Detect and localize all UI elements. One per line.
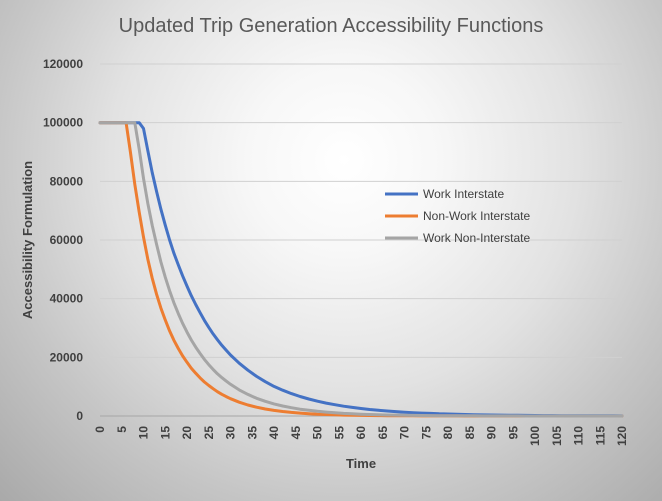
y-tick-label: 80000 <box>50 174 84 188</box>
series-line-2 <box>98 121 624 418</box>
y-axis-ticks: 0 20000 40000 60000 80000 100000 120000 <box>43 57 83 423</box>
x-axis-ticks: 0 5 10 15 20 25 30 35 40 45 50 55 60 65 70 75 80 85 90 95 10… <box>93 426 629 446</box>
x-tick-label: 10 <box>137 426 151 440</box>
x-tick-label: 105 <box>550 426 564 446</box>
x-tick-label: 75 <box>419 426 433 440</box>
x-tick-label: 80 <box>441 426 455 440</box>
series-line-1 <box>98 121 624 418</box>
chart-title: Updated Trip Generation Accessibility Fu… <box>119 15 544 37</box>
x-tick-label: 115 <box>593 426 607 446</box>
y-axis-label: Accessibility Formulation <box>20 161 35 319</box>
x-tick-label: 50 <box>311 426 325 440</box>
y-tick-label: 20000 <box>50 350 84 364</box>
x-tick-label: 25 <box>202 426 216 440</box>
y-tick-label: 60000 <box>50 233 84 247</box>
x-tick-label: 110 <box>572 426 586 446</box>
x-tick-label: 35 <box>245 426 259 440</box>
x-tick-label: 20 <box>180 426 194 440</box>
series-lines <box>98 121 624 418</box>
legend-label: Work Interstate <box>423 187 504 201</box>
legend: Work Interstate Non-Work Interstate Work N… <box>385 187 530 245</box>
x-tick-label: 65 <box>376 426 390 440</box>
x-tick-label: 30 <box>224 426 238 440</box>
series-line-3 <box>98 121 624 418</box>
x-tick-label: 60 <box>354 426 368 440</box>
gridlines <box>100 63 622 417</box>
x-tick-label: 100 <box>528 426 542 446</box>
legend-label: Non-Work Interstate <box>423 209 530 223</box>
x-tick-label: 45 <box>289 426 303 440</box>
y-tick-label: 40000 <box>50 292 84 306</box>
x-tick-label: 40 <box>267 426 281 440</box>
x-tick-label: 0 <box>93 426 107 433</box>
y-tick-label: 100000 <box>43 116 83 130</box>
x-tick-label: 95 <box>506 426 520 440</box>
y-tick-label: 0 <box>76 409 83 423</box>
x-tick-label: 85 <box>463 426 477 440</box>
x-tick-label: 120 <box>615 426 629 446</box>
y-tick-label: 120000 <box>43 57 83 71</box>
x-axis-label: Time <box>346 456 376 471</box>
x-tick-label: 90 <box>485 426 499 440</box>
x-tick-label: 70 <box>398 426 412 440</box>
x-tick-label: 15 <box>158 426 172 440</box>
x-tick-label: 55 <box>332 426 346 440</box>
legend-label: Work Non-Interstate <box>423 231 530 245</box>
x-tick-label: 5 <box>115 426 129 433</box>
